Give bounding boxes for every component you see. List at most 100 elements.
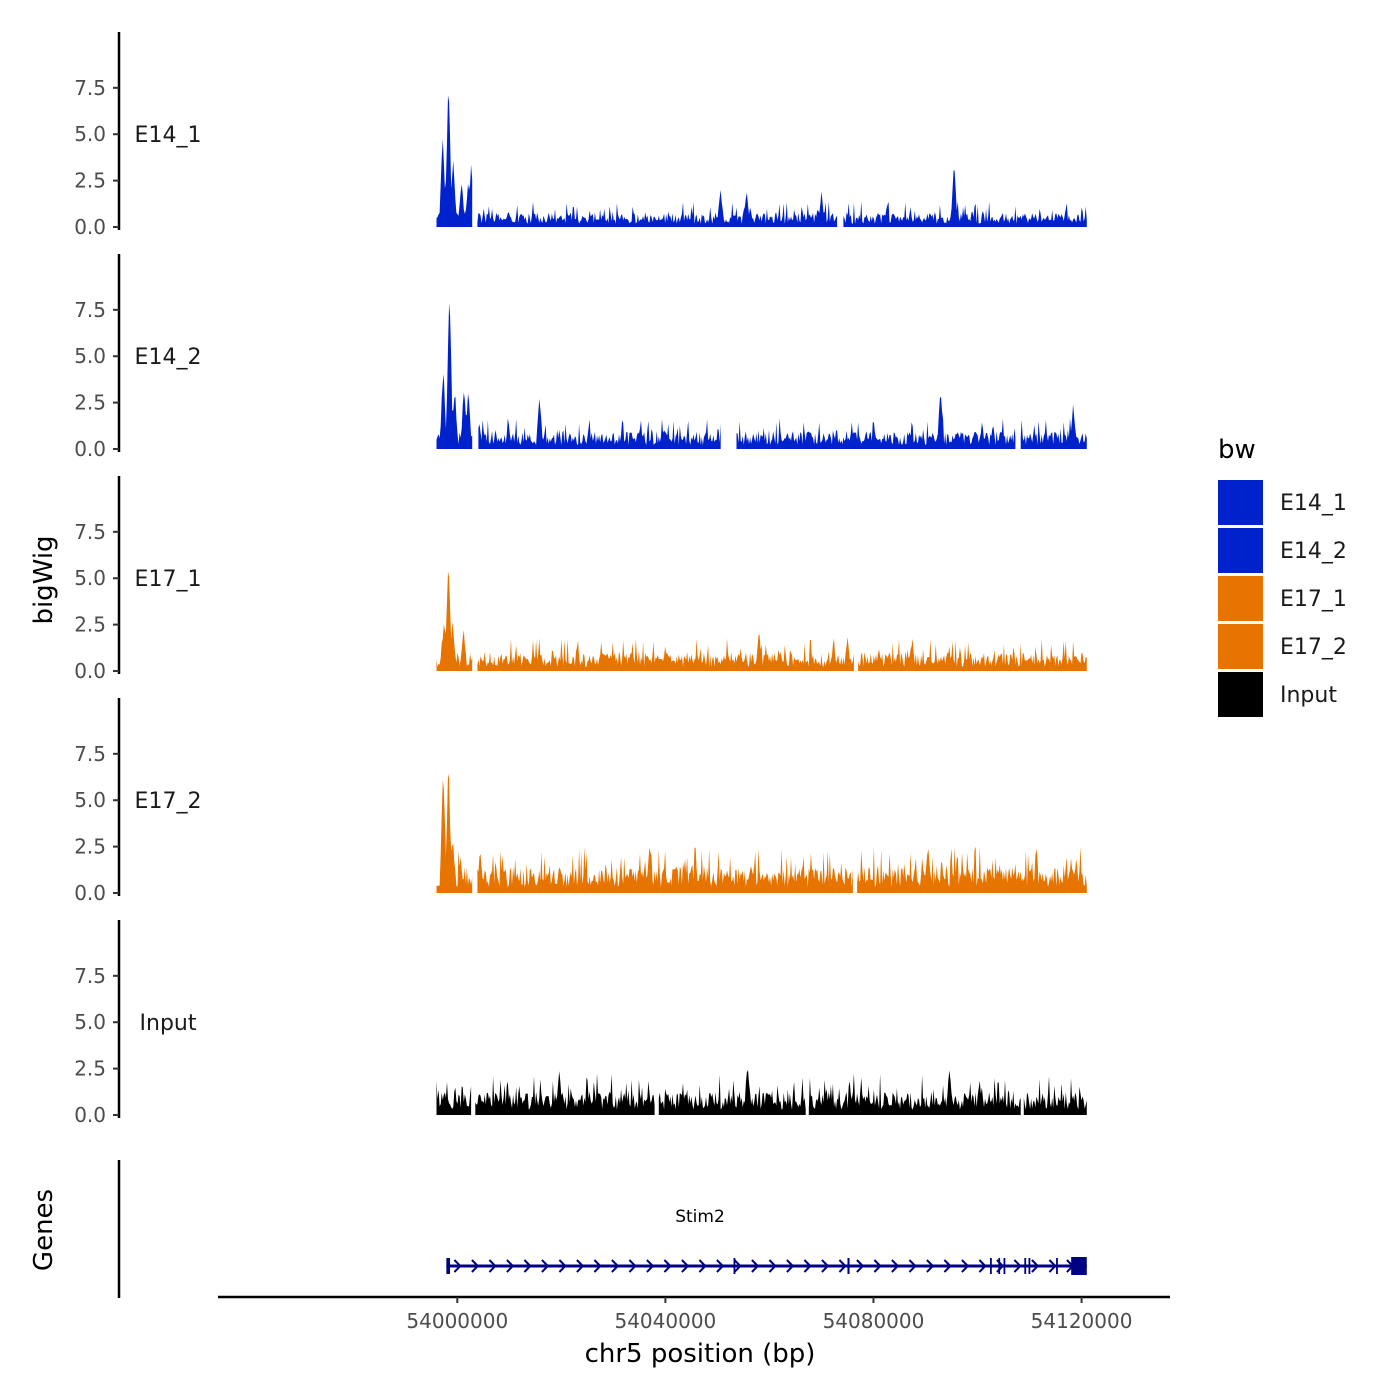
y-tick-label: 2.5 xyxy=(74,169,106,193)
x-axis: 54000000 54040000 54080000 54120000 xyxy=(218,1295,1170,1333)
y-tick-label: 0.0 xyxy=(74,881,106,905)
y-tick-label: 7.5 xyxy=(74,520,106,544)
y-tick-label: 2.5 xyxy=(74,613,106,637)
strand-arrow xyxy=(611,1259,620,1273)
legend-label: E17_2 xyxy=(1280,635,1347,660)
x-tick-label: 54120000 xyxy=(1031,1309,1133,1333)
signal-panels: 0.0 2.5 5.0 7.5 E14_1 0.0 2.5 5.0 7.5 E14_2 0.0 2.5… xyxy=(74,32,1087,1127)
signal-area-input xyxy=(436,1070,1087,1115)
strand-arrow xyxy=(523,1259,532,1273)
panel-label: E14_1 xyxy=(135,123,202,148)
y-tick-label: 5.0 xyxy=(74,788,106,812)
strand-arrow xyxy=(453,1259,462,1273)
strand-arrow xyxy=(663,1259,672,1273)
y-tick-label: 5.0 xyxy=(74,122,106,146)
strand-arrow xyxy=(1031,1259,1040,1273)
y-axis-title: bigWig xyxy=(29,535,59,624)
y-tick-label: 2.5 xyxy=(74,835,106,859)
strand-arrow xyxy=(961,1259,970,1273)
y-tick-label: 2.5 xyxy=(74,391,106,415)
legend-swatch xyxy=(1218,576,1263,621)
strand-arrow xyxy=(891,1259,900,1273)
gene-track-panel: Stim2 xyxy=(117,1160,1087,1298)
panel-e17-2: 0.0 2.5 5.0 7.5 E17_2 xyxy=(74,698,1087,905)
strand-arrow xyxy=(698,1259,707,1273)
gene-exon xyxy=(1071,1257,1087,1275)
gene-exon xyxy=(1003,1258,1006,1274)
panel-label: Input xyxy=(140,1011,197,1036)
strand-arrow xyxy=(803,1259,812,1273)
legend: bw E14_1 E14_2 E17_1 E17_2 Input xyxy=(1218,435,1347,717)
strand-arrow xyxy=(488,1259,497,1273)
panel-label: E17_1 xyxy=(135,567,202,592)
strand-arrow xyxy=(786,1259,795,1273)
gene-exon xyxy=(998,1258,1001,1274)
strand-arrow xyxy=(838,1259,847,1273)
strand-arrow xyxy=(716,1259,725,1273)
strand-arrow xyxy=(576,1259,585,1273)
y-tick-label: 5.0 xyxy=(74,344,106,368)
gene-exon xyxy=(1056,1258,1058,1274)
legend-label: Input xyxy=(1280,683,1337,708)
strand-arrow xyxy=(873,1259,882,1273)
legend-title: bw xyxy=(1218,435,1256,465)
legend-swatch xyxy=(1218,528,1263,573)
gene-exon xyxy=(733,1258,736,1274)
gene-exon xyxy=(990,1258,992,1274)
x-tick-label: 54000000 xyxy=(406,1309,508,1333)
strand-arrow xyxy=(821,1259,830,1273)
gene-exon xyxy=(446,1258,451,1274)
strand-arrow xyxy=(978,1259,987,1273)
strand-arrow xyxy=(751,1259,760,1273)
strand-arrow xyxy=(593,1259,602,1273)
strand-arrow xyxy=(943,1259,952,1273)
y-tick-label: 7.5 xyxy=(74,298,106,322)
signal-area-e14-1 xyxy=(436,95,1087,227)
legend-swatch xyxy=(1218,672,1263,717)
strand-arrow xyxy=(926,1259,935,1273)
legend-label: E14_2 xyxy=(1280,539,1347,564)
panel-e14-2: 0.0 2.5 5.0 7.5 E14_2 xyxy=(74,254,1087,461)
strand-arrow xyxy=(646,1259,655,1273)
y-tick-label: 0.0 xyxy=(74,659,106,683)
legend-label: E14_1 xyxy=(1280,491,1347,516)
legend-label: E17_1 xyxy=(1280,587,1347,612)
signal-area-e14-2 xyxy=(436,303,1087,449)
strand-arrow xyxy=(1048,1259,1057,1273)
strand-arrow xyxy=(1013,1259,1022,1273)
x-tick-label: 54040000 xyxy=(614,1309,716,1333)
strand-arrow xyxy=(558,1259,567,1273)
gene-name-label: Stim2 xyxy=(675,1207,725,1227)
panel-label: E14_2 xyxy=(135,345,202,370)
strand-arrow xyxy=(681,1259,690,1273)
gene-exon xyxy=(1024,1258,1027,1274)
legend-swatch xyxy=(1218,624,1263,669)
y-tick-label: 0.0 xyxy=(74,215,106,239)
panel-e14-1: 0.0 2.5 5.0 7.5 E14_1 xyxy=(74,32,1087,239)
gene-exon xyxy=(847,1258,850,1274)
signal-area-e17-1 xyxy=(436,571,1087,671)
strand-arrow xyxy=(506,1259,515,1273)
y-tick-label: 0.0 xyxy=(74,437,106,461)
strand-arrow xyxy=(471,1259,480,1273)
x-tick-label: 54080000 xyxy=(823,1309,925,1333)
panel-input: 0.0 2.5 5.0 7.5 Input xyxy=(74,920,1087,1127)
x-axis-title: chr5 position (bp) xyxy=(585,1339,816,1369)
strand-arrow xyxy=(628,1259,637,1273)
strand-arrow xyxy=(908,1259,917,1273)
strand-arrow xyxy=(541,1259,550,1273)
signal-area-e17-2 xyxy=(436,773,1087,893)
strand-arrow xyxy=(733,1259,742,1273)
strand-arrow xyxy=(856,1259,865,1273)
panel-label: E17_2 xyxy=(135,789,202,814)
gene-exon xyxy=(1028,1258,1031,1274)
y-tick-label: 0.0 xyxy=(74,1103,106,1127)
panel-e17-1: 0.0 2.5 5.0 7.5 E17_1 xyxy=(74,476,1087,683)
y-tick-label: 5.0 xyxy=(74,1010,106,1034)
gene-track-title: Genes xyxy=(29,1189,59,1271)
legend-swatch xyxy=(1218,480,1263,525)
y-tick-label: 5.0 xyxy=(74,566,106,590)
y-tick-label: 2.5 xyxy=(74,1057,106,1081)
y-tick-label: 7.5 xyxy=(74,964,106,988)
